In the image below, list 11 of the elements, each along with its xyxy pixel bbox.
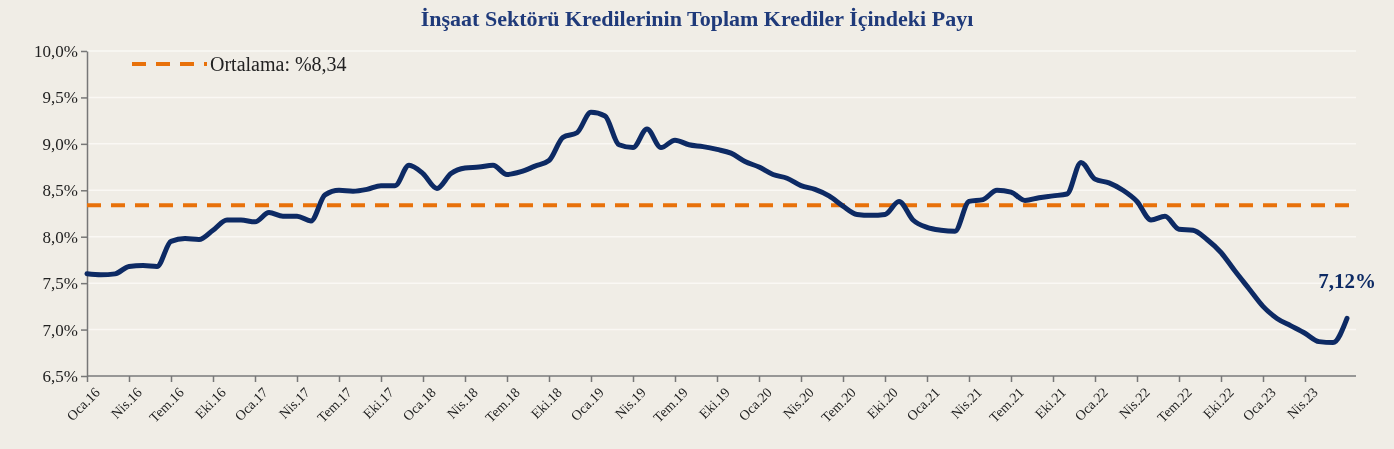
y-tick-label: 10,0% [34,41,78,61]
y-tick-label: 9,5% [42,88,78,108]
chart-title: İnşaat Sektörü Kredilerinin Toplam Krediler İçindeki Payı [420,6,974,31]
y-tick-label: 6,5% [42,366,78,386]
legend-label: Ortalama: %8,34 [210,53,347,75]
data-label: 7,12% [1318,269,1376,294]
y-tick-label: 7,0% [42,320,78,340]
y-tick-label: 8,0% [42,227,78,247]
y-tick-label: 8,5% [42,181,78,201]
y-tick-label: 9,0% [42,134,78,154]
y-tick-label: 7,5% [42,274,78,294]
